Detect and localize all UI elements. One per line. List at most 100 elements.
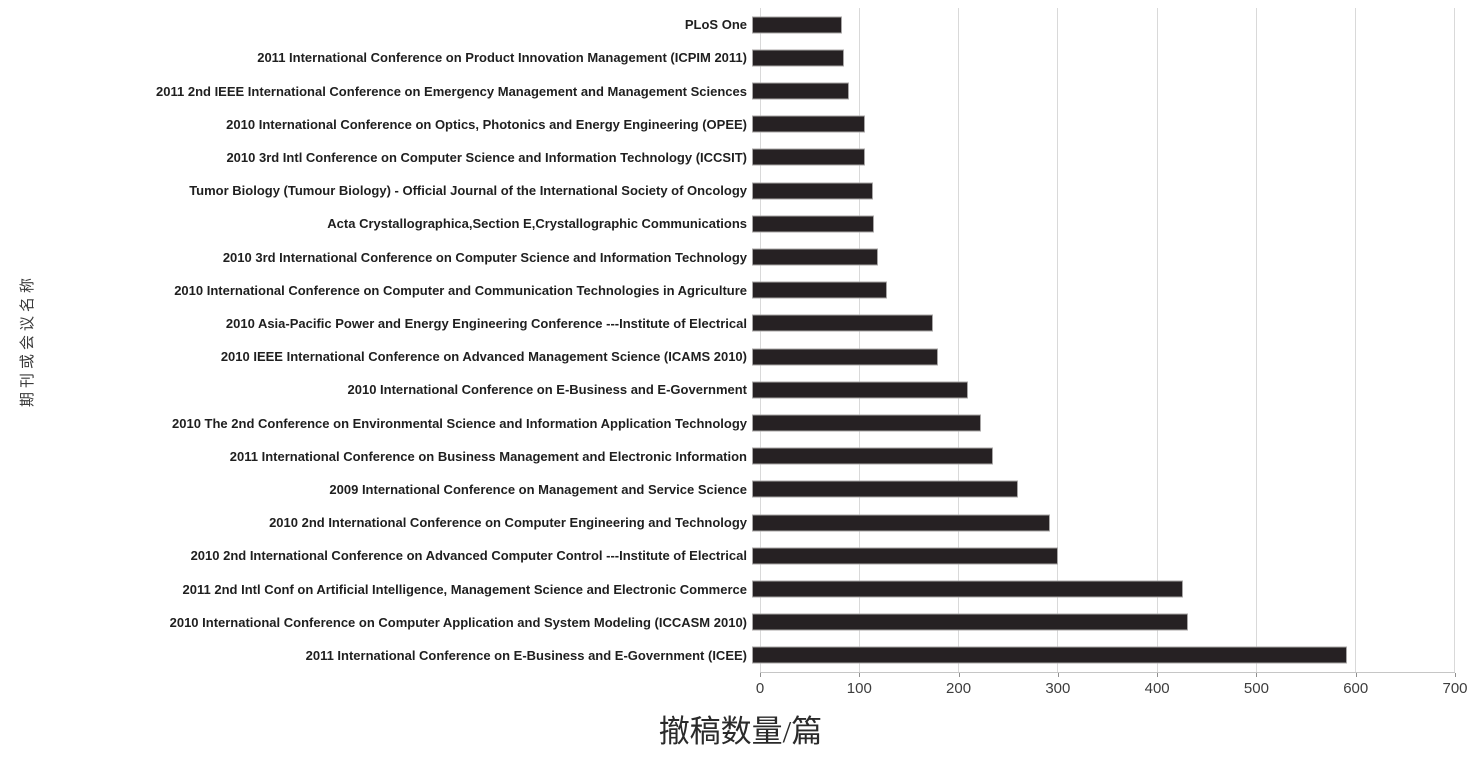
bar-row: 2011 International Conference on Busines… bbox=[0, 440, 1454, 473]
plot-gridlines bbox=[760, 8, 1455, 672]
bar-row: 2011 2nd IEEE International Conference o… bbox=[0, 74, 1454, 107]
category-label: 2010 The 2nd Conference on Environmental… bbox=[172, 415, 747, 431]
bar bbox=[752, 82, 850, 100]
bar-track bbox=[752, 340, 1454, 373]
x-tick-mark bbox=[1455, 673, 1456, 677]
bar-row: 2010 International Conference on Compute… bbox=[0, 606, 1454, 639]
bar-track bbox=[752, 572, 1454, 605]
x-tick-mark bbox=[1157, 673, 1159, 677]
category-label: 2011 International Conference on Product… bbox=[257, 50, 747, 66]
bar-row: 2010 The 2nd Conference on Environmental… bbox=[0, 406, 1454, 439]
x-tick-label: 100 bbox=[846, 680, 872, 697]
x-tick-mark bbox=[760, 673, 761, 677]
bar-row: 2011 2nd Intl Conf on Artificial Intelli… bbox=[0, 572, 1454, 605]
category-label: 2010 3rd International Conference on Com… bbox=[222, 249, 747, 265]
gridline-100 bbox=[859, 8, 861, 672]
category-label: Acta Crystallographica,Section E,Crystal… bbox=[327, 216, 747, 232]
gridline-600 bbox=[1354, 8, 1356, 672]
bar-row: 2010 International Conference on Optics,… bbox=[0, 108, 1454, 141]
bar-track bbox=[752, 274, 1454, 307]
bar-track bbox=[752, 539, 1454, 572]
bar-track bbox=[752, 639, 1454, 672]
x-tick-label: 400 bbox=[1144, 680, 1170, 697]
category-label: 2011 International Conference on Busines… bbox=[229, 448, 747, 464]
gridline-300 bbox=[1057, 8, 1059, 672]
category-label: 2010 2nd International Conference on Adv… bbox=[190, 548, 747, 564]
category-label: Tumor Biology (Tumour Biology) - Officia… bbox=[189, 183, 747, 199]
bar-track bbox=[752, 473, 1454, 506]
x-tick-mark bbox=[1057, 673, 1059, 677]
bar bbox=[752, 148, 866, 166]
x-axis: 0 100 200 300 400 500 600 700 bbox=[756, 672, 1468, 699]
bar-rows: PLoS One 2011 International Conference on… bbox=[0, 8, 1454, 672]
category-label: 2011 2nd Intl Conf on Artificial Intelli… bbox=[182, 581, 747, 597]
gridline-700 bbox=[1454, 8, 1455, 672]
bar-track bbox=[752, 141, 1454, 174]
gridline-400 bbox=[1156, 8, 1158, 672]
bar bbox=[752, 248, 879, 266]
bar-track bbox=[752, 406, 1454, 439]
bar bbox=[752, 480, 1018, 498]
bar bbox=[752, 646, 1347, 664]
bar-track bbox=[752, 41, 1454, 74]
x-tick-label: 600 bbox=[1343, 680, 1369, 697]
x-tick-label: 700 bbox=[1442, 680, 1468, 697]
bar-row: 2010 International Conference on E-Busin… bbox=[0, 373, 1454, 406]
bar-row: 2010 IEEE International Conference on Ad… bbox=[0, 340, 1454, 373]
bar-row: 2010 2nd International Conference on Com… bbox=[0, 506, 1454, 539]
bar-row: 2010 3rd International Conference on Com… bbox=[0, 240, 1454, 273]
bar bbox=[752, 348, 938, 366]
x-tick-mark bbox=[1355, 673, 1357, 677]
category-label: 2010 International Conference on Optics,… bbox=[226, 116, 747, 132]
category-label: 2010 International Conference on Compute… bbox=[174, 282, 747, 298]
bar-row: 2010 International Conference on Compute… bbox=[0, 274, 1454, 307]
x-tick-label: 500 bbox=[1243, 680, 1269, 697]
category-label: PLoS One bbox=[684, 17, 747, 33]
bar bbox=[752, 49, 845, 67]
category-label: 2010 2nd International Conference on Com… bbox=[269, 515, 747, 531]
bar-track bbox=[752, 506, 1454, 539]
bar bbox=[752, 381, 968, 399]
category-label: 2010 International Conference on Compute… bbox=[169, 614, 747, 630]
x-tick-mark bbox=[958, 673, 960, 677]
bar-row: 2010 2nd International Conference on Adv… bbox=[0, 539, 1454, 572]
x-tick-label: 0 bbox=[755, 680, 765, 697]
bar-track bbox=[752, 207, 1454, 240]
bar-track bbox=[752, 74, 1454, 107]
bar bbox=[752, 314, 933, 332]
bar bbox=[752, 447, 993, 465]
bar-row: 2011 International Conference on E-Busin… bbox=[0, 639, 1454, 672]
bar-track bbox=[752, 373, 1454, 406]
category-label: 2010 International Conference on E-Busin… bbox=[347, 382, 747, 398]
bar bbox=[752, 215, 875, 233]
category-label: 2011 International Conference on E-Busin… bbox=[305, 647, 747, 663]
bar-row: 2011 International Conference on Product… bbox=[0, 41, 1454, 74]
category-label: 2009 International Conference on Managem… bbox=[329, 481, 747, 497]
bar-row: PLoS One bbox=[0, 8, 1454, 41]
bar-track bbox=[752, 174, 1454, 207]
x-tick-mark bbox=[859, 673, 861, 677]
category-label: 2011 2nd IEEE International Conference o… bbox=[156, 83, 747, 99]
bar-row: 2009 International Conference on Managem… bbox=[0, 473, 1454, 506]
bar-track bbox=[752, 240, 1454, 273]
bar bbox=[752, 514, 1050, 532]
bar-track bbox=[752, 108, 1454, 141]
category-label: 2010 3rd Intl Conference on Computer Sci… bbox=[226, 149, 747, 165]
bar bbox=[752, 182, 874, 200]
bar bbox=[752, 613, 1189, 631]
bar-track bbox=[752, 307, 1454, 340]
bar-track bbox=[752, 606, 1454, 639]
bar bbox=[752, 414, 981, 432]
bar-row: 2010 3rd Intl Conference on Computer Sci… bbox=[0, 141, 1454, 174]
bar bbox=[752, 115, 866, 133]
bar-row: 2010 Asia-Pacific Power and Energy Engin… bbox=[0, 307, 1454, 340]
gridline-0 bbox=[760, 8, 761, 672]
bar-track bbox=[752, 440, 1454, 473]
bar-row: Acta Crystallographica,Section E,Crystal… bbox=[0, 207, 1454, 240]
category-label: 2010 Asia-Pacific Power and Energy Engin… bbox=[225, 315, 747, 331]
x-tick-label: 300 bbox=[1045, 680, 1071, 697]
bar bbox=[752, 281, 888, 299]
gridline-500 bbox=[1255, 8, 1257, 672]
bar bbox=[752, 16, 843, 34]
